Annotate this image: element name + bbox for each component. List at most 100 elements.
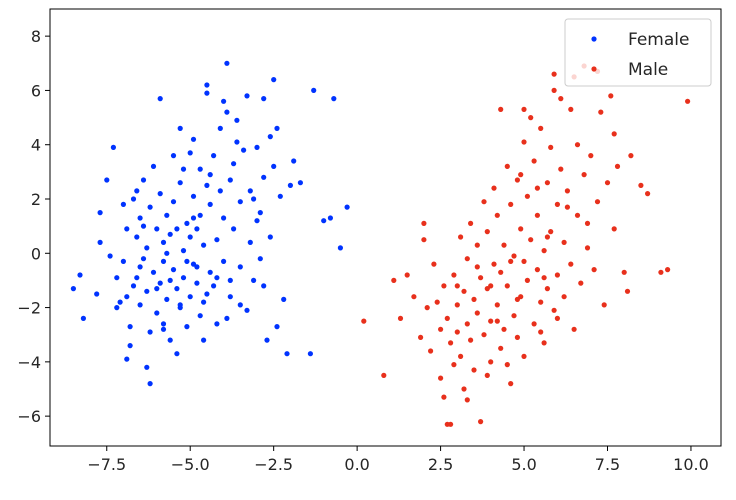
data-point [558,166,564,172]
data-point [551,71,557,77]
data-point [147,329,153,335]
data-point [404,272,410,278]
data-point [481,332,487,338]
data-point [160,326,167,332]
data-point [137,215,143,221]
legend-marker-male [591,66,597,72]
data-point [434,299,440,305]
data-point [561,239,567,245]
data-point [508,381,514,387]
data-point [291,158,297,164]
data-point [524,193,531,199]
data-point [441,283,447,289]
data-point [137,264,143,270]
data-point [264,337,270,343]
data-point [484,229,490,235]
y-tick-label: 0 [31,244,41,263]
data-point [621,269,627,275]
data-point [594,199,601,205]
data-point [381,372,387,378]
data-point [554,201,561,207]
data-point [227,177,233,183]
data-point [154,226,160,232]
data-point [247,239,253,245]
data-point [548,229,554,235]
data-point [458,353,464,359]
data-point [227,277,233,283]
data-point [271,77,277,83]
data-point [391,277,397,283]
data-point [554,315,561,321]
data-point [261,283,267,289]
data-point [544,234,551,240]
legend-label-male: Male [628,60,668,80]
data-point [197,166,203,172]
y-tick-label: 6 [31,81,41,100]
data-point [574,142,581,148]
data-point [157,191,163,197]
data-point [150,163,157,169]
data-point [461,386,467,392]
data-point [438,375,444,381]
data-point [221,258,227,264]
y-tick-label: 2 [31,190,41,209]
data-point [638,182,644,188]
data-point [170,267,177,273]
data-point [94,291,100,297]
data-point [321,218,327,224]
data-point [541,340,547,346]
data-point [541,248,547,254]
data-point [531,158,537,164]
data-point [117,299,123,305]
data-point [154,310,160,316]
data-point [254,218,260,224]
data-point [184,220,190,226]
data-point [267,134,273,140]
data-point [277,193,283,199]
data-point [167,337,173,343]
data-point [488,318,494,324]
data-point [421,220,427,226]
legend-marker-female [591,36,597,42]
data-point [554,272,561,278]
x-tick-label: −2.5 [254,455,293,474]
data-point [164,212,170,218]
data-point [224,60,230,66]
data-point [187,294,193,300]
x-axis: −7.5 −5.0 −2.5 0.0 2.5 5.0 7.5 10.0 [87,446,709,474]
data-point [551,307,557,313]
x-tick-label: 0.0 [344,455,369,474]
data-point [464,321,470,327]
data-point [114,275,120,281]
data-point [518,226,524,232]
data-point [274,125,280,131]
data-point [608,93,614,99]
legend-box [564,18,712,87]
data-point [211,283,217,289]
data-point [311,87,317,93]
data-point [124,294,130,300]
data-point [614,163,621,169]
data-point [150,269,157,275]
data-point [207,172,213,178]
data-point [134,275,140,281]
data-point [551,87,557,93]
data-point [488,359,494,365]
data-point [204,291,210,297]
data-point [201,299,207,305]
data-point [224,315,230,321]
data-point [501,242,507,248]
legend-label-female: Female [628,30,689,50]
data-point [624,288,631,294]
data-point [628,153,634,159]
data-point [120,258,126,264]
data-point [564,188,571,194]
data-point [441,394,447,400]
data-point [508,201,514,207]
data-point [284,351,290,357]
data-point [471,367,477,373]
data-point [464,256,470,262]
x-tick-label: 2.5 [428,455,453,474]
data-point [157,280,163,286]
data-point [578,280,584,286]
